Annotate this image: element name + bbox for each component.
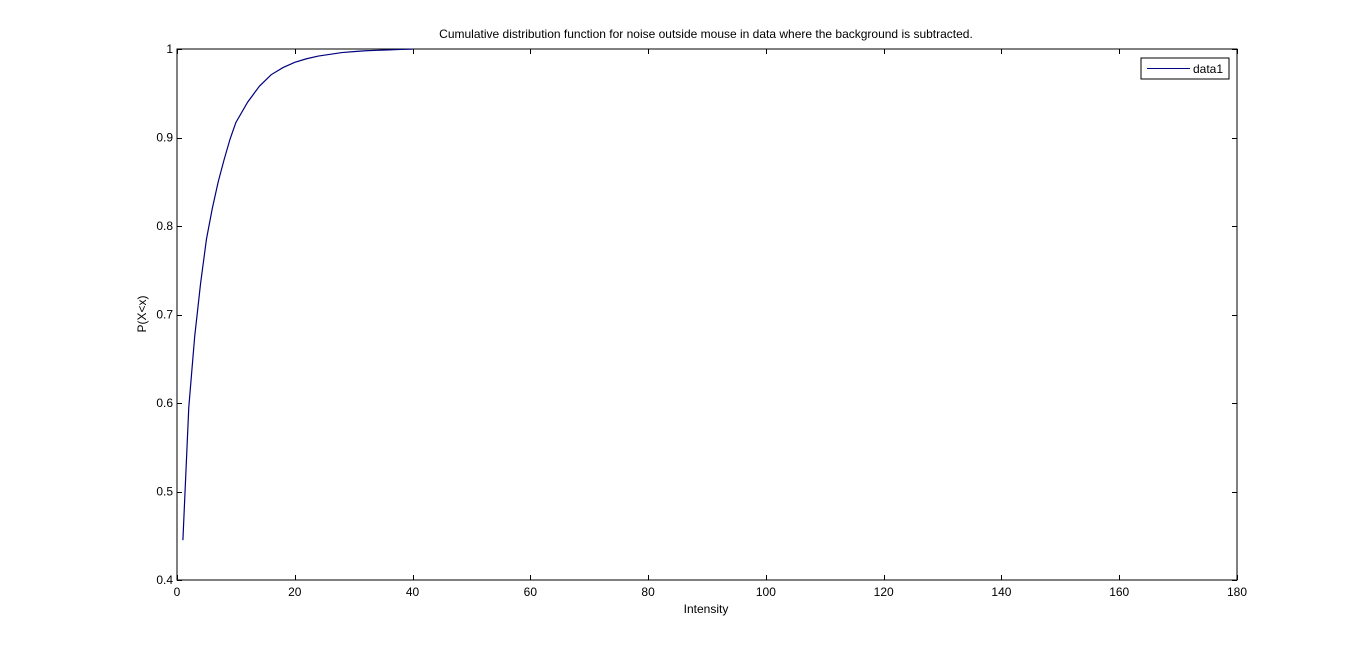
- x-tick-label: 60: [524, 585, 538, 599]
- plot-area: [176, 48, 1238, 581]
- x-tick-label: 160: [1109, 585, 1129, 599]
- y-tick-label: 0.8: [156, 219, 173, 233]
- x-tick-label: 0: [174, 585, 181, 599]
- y-tick-label: 1: [166, 42, 173, 56]
- series-layer: [182, 48, 413, 541]
- x-tick-label: 40: [406, 585, 420, 599]
- x-tick-label: 140: [991, 585, 1011, 599]
- x-tick-label: 120: [874, 585, 894, 599]
- legend-label-data1: data1: [1193, 62, 1223, 76]
- y-tick-label: 0.4: [156, 573, 173, 587]
- x-tick-label: 80: [641, 585, 655, 599]
- y-tick-label: 0.9: [156, 131, 173, 145]
- chart-title: Cumulative distribution function for noi…: [439, 27, 973, 41]
- y-tick-label: 0.6: [156, 396, 173, 410]
- x-tick-label: 20: [288, 585, 302, 599]
- x-axis-ticks: 0 20 40 60 80 100 120 140 160 180: [174, 49, 1247, 599]
- x-tick-label: 180: [1227, 585, 1247, 599]
- y-tick-label: 0.7: [156, 308, 173, 322]
- x-tick-label: 100: [756, 585, 776, 599]
- x-axis-label: Intensity: [684, 602, 729, 616]
- y-axis-ticks: 0.4 0.5 0.6 0.7 0.8 0.9 1: [156, 42, 1237, 587]
- series-line-data1: [182, 48, 413, 541]
- legend: data1: [1140, 57, 1230, 80]
- y-axis-label: P(X<x): [135, 295, 149, 332]
- y-tick-label: 0.5: [156, 485, 173, 499]
